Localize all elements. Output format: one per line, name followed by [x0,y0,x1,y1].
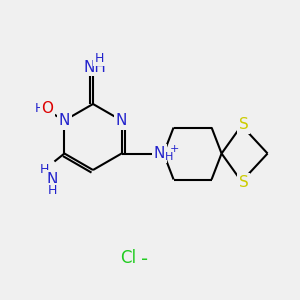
Text: Cl: Cl [120,249,136,267]
Text: O: O [41,101,53,116]
Text: N: N [116,113,127,128]
Text: S: S [239,117,248,132]
Text: H: H [164,152,173,161]
Text: N: N [59,113,70,128]
Text: H: H [48,184,57,197]
Text: +: + [170,145,179,154]
Text: N: N [47,172,58,187]
Text: NH: NH [84,59,106,74]
Text: N: N [154,146,165,161]
Text: H: H [94,52,104,64]
Text: H: H [40,163,49,176]
Text: -: - [141,250,148,269]
Text: H: H [35,102,44,115]
Text: S: S [239,175,248,190]
